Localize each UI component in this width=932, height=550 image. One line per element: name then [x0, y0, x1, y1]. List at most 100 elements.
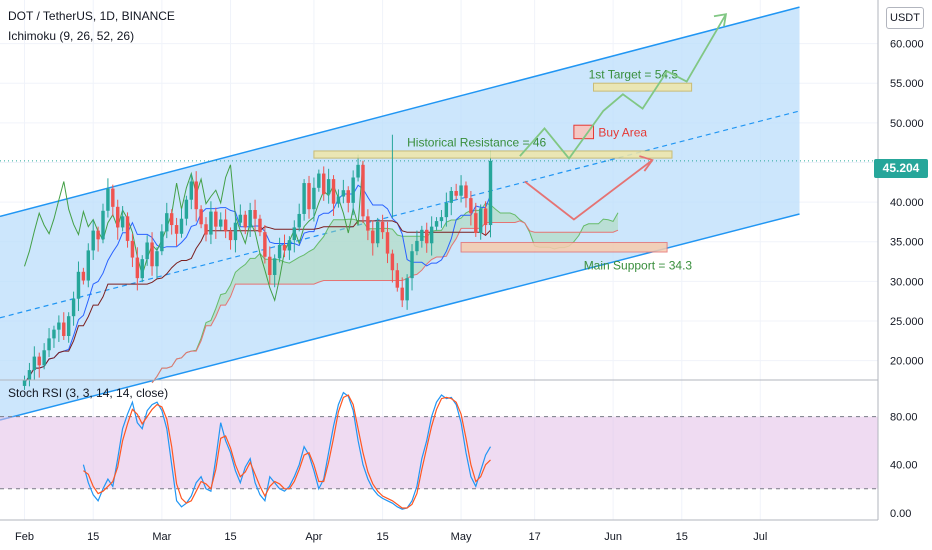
rsi-tick-label: 40.00: [890, 460, 918, 472]
candle-body: [420, 229, 424, 241]
candle-body: [478, 208, 483, 233]
candle-body: [179, 218, 184, 234]
candle-body: [371, 230, 375, 244]
candlestick-series: [22, 150, 493, 390]
candle-body: [130, 240, 135, 258]
senkou-b-line: [151, 220, 619, 384]
candle-body: [395, 270, 400, 288]
candle-body: [351, 177, 355, 203]
rsi-tick-label: 0.00: [890, 508, 911, 520]
channel-mid-line: [0, 110, 800, 319]
candle-body: [322, 173, 326, 195]
date-tick-label: Jul: [753, 531, 767, 543]
ichimoku-legend[interactable]: Ichimoku (9, 26, 52, 26): [8, 29, 135, 43]
currency-badge[interactable]: USDT: [886, 7, 924, 29]
candle-body: [81, 271, 86, 281]
rsi-tick-label: 80.00: [890, 412, 918, 424]
rsi-band-fill: [0, 416, 878, 489]
date-tick-label: 15: [676, 531, 688, 543]
candle-body: [248, 210, 252, 228]
candle-body: [135, 257, 140, 279]
candle-body: [410, 251, 414, 279]
candle-body: [22, 379, 27, 386]
candle-body: [469, 198, 473, 214]
candle-body: [165, 213, 169, 232]
date-tick-label: 17: [529, 531, 541, 543]
candle-body: [189, 181, 194, 200]
candle-body: [390, 253, 395, 271]
candle-body: [37, 356, 41, 366]
date-tick-label: 15: [376, 531, 388, 543]
candle-body: [277, 244, 282, 259]
candle-body: [204, 224, 208, 235]
candle-body: [375, 221, 380, 244]
target-zone: [593, 82, 693, 92]
date-tick-label: Mar: [152, 531, 171, 543]
price-tick-label: 35.000: [890, 237, 924, 249]
candle-body: [292, 227, 297, 241]
candle-body: [474, 213, 478, 233]
candle-body: [346, 190, 350, 203]
candle-body: [27, 370, 32, 380]
candle-body: [91, 230, 95, 251]
bullish-arrow-head: [713, 13, 728, 27]
channel-upper-line: [0, 6, 800, 218]
candle-body: [400, 287, 404, 301]
candle-body: [223, 219, 228, 232]
candle-body: [336, 196, 341, 204]
candle-body: [243, 214, 247, 228]
candle-body: [228, 231, 233, 241]
candle-body: [302, 183, 306, 214]
buy-area-label: Buy Area: [598, 125, 647, 139]
candle-body: [155, 251, 159, 267]
candle-body: [116, 206, 120, 228]
candle-body: [194, 181, 198, 210]
candle-body: [326, 179, 331, 195]
candle-body: [282, 244, 287, 251]
candle-body: [312, 187, 316, 210]
candle-body: [258, 218, 262, 233]
candle-body: [219, 219, 223, 227]
cloud-fill: [152, 203, 618, 383]
candle-body: [415, 240, 419, 252]
price-tick-label: 30.000: [890, 276, 924, 288]
candle-body: [96, 230, 100, 240]
stoch-rsi-pane: [0, 391, 878, 510]
candle-body: [66, 316, 71, 336]
candle-body: [488, 160, 493, 226]
candle-body: [425, 229, 429, 244]
bearish-projection: [524, 159, 653, 221]
price-tick-label: 60.000: [890, 39, 924, 51]
candle-body: [272, 258, 277, 275]
candle-body: [483, 208, 488, 226]
candle-body: [57, 322, 61, 330]
trend-channel: [0, 6, 800, 421]
candle-body: [341, 190, 346, 197]
candle-body: [439, 217, 444, 222]
stoch-rsi-legend[interactable]: Stoch RSI (3, 3, 14, 14, close): [8, 386, 169, 400]
candle-body: [184, 199, 189, 219]
candle-body: [263, 232, 267, 257]
candle-body: [62, 322, 66, 336]
support-label: Main Support = 34.3: [584, 258, 693, 272]
candle-body: [287, 240, 292, 251]
date-tick-label: 15: [224, 531, 236, 543]
candle-body: [444, 202, 449, 218]
candle-body: [434, 221, 439, 227]
candle-body: [238, 214, 243, 223]
price-tick-label: 25.000: [890, 316, 924, 328]
candle-body: [120, 216, 125, 228]
date-tick-label: 15: [87, 531, 99, 543]
candle-body: [459, 185, 463, 196]
price-tick-label: 50.000: [890, 118, 924, 130]
symbol-title: DOT / TetherUS, 1D, BINANCE: [8, 9, 175, 23]
candle-body: [42, 350, 46, 366]
candle-body: [32, 356, 37, 371]
candle-body: [111, 188, 115, 207]
bullish-projection: [519, 13, 727, 160]
candle-body: [405, 278, 409, 301]
candle-body: [145, 242, 149, 260]
price-tick-label: 40.000: [890, 197, 924, 209]
candle-body: [47, 338, 51, 351]
date-tick-label: May: [451, 531, 472, 543]
